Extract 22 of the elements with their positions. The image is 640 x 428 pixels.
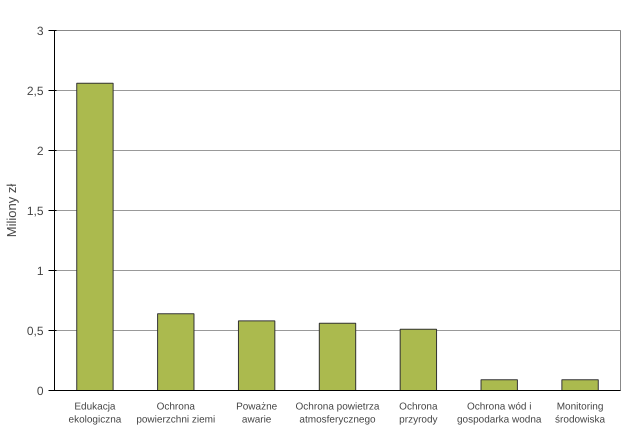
y-tick-label: 2 [36,144,44,158]
x-tick-label: Edukacja ekologiczna [68,402,122,426]
x-tick-label: Ochrona powietrza atmosferycznego [296,402,380,426]
bar [561,379,599,390]
bar [318,322,356,390]
x-tick-label: Ochrona powierzchni ziemi [136,402,216,426]
y-tick-label: 0,5 [26,324,44,338]
y-tick-label: 3 [36,24,44,38]
y-tick-label: 1 [36,264,44,278]
y-tick-label: 1,5 [26,204,44,218]
y-tick-label: 0 [36,384,44,398]
bar [400,328,438,390]
x-tick-label: Monitoring środowiska [555,402,606,426]
x-tick-label: Ochrona wód i gospodarka wodna [456,402,542,426]
x-tick-label: Poważne awarie [236,402,278,426]
bar [76,82,114,390]
y-axis-title: Miliony zł [4,184,19,238]
bar [238,320,276,390]
x-tick-label: Ochrona przyrody [399,402,438,426]
bar [157,313,194,390]
bar [480,379,518,390]
y-tick-label: 2,5 [26,84,44,98]
